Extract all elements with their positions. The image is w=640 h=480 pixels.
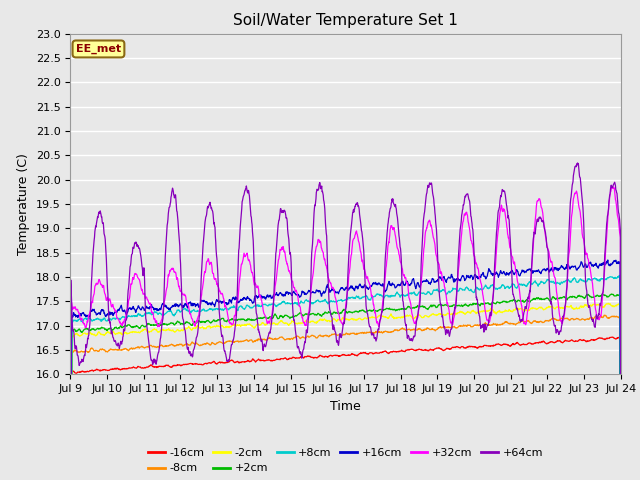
-8cm (431, 327, 439, 333)
+16cm (189, 303, 196, 309)
+2cm (431, 302, 439, 308)
-8cm (552, 316, 559, 322)
-16cm (189, 361, 196, 367)
+2cm (552, 296, 559, 301)
+32cm (552, 276, 559, 282)
-2cm (604, 300, 612, 306)
+32cm (431, 241, 439, 247)
+8cm (189, 308, 196, 313)
+32cm (175, 286, 183, 291)
Legend: -16cm, -8cm, -2cm, +2cm, +8cm, +16cm, +32cm, +64cm: -16cm, -8cm, -2cm, +2cm, +8cm, +16cm, +3… (144, 444, 547, 478)
+64cm (189, 353, 196, 359)
-8cm (250, 338, 258, 344)
-2cm (552, 306, 559, 312)
+32cm (189, 318, 196, 324)
+2cm (503, 300, 511, 305)
-2cm (189, 325, 196, 331)
Line: -2cm: -2cm (70, 303, 621, 480)
+16cm (503, 270, 511, 276)
+32cm (250, 282, 258, 288)
Line: -8cm: -8cm (70, 315, 621, 480)
+64cm (573, 160, 581, 166)
-16cm (175, 362, 183, 368)
-16cm (503, 342, 511, 348)
+16cm (431, 279, 439, 285)
+8cm (503, 284, 511, 290)
+8cm (431, 288, 439, 293)
Line: +64cm: +64cm (70, 163, 621, 480)
+64cm (250, 271, 258, 277)
Title: Soil/Water Temperature Set 1: Soil/Water Temperature Set 1 (233, 13, 458, 28)
Line: -16cm: -16cm (70, 337, 621, 480)
-16cm (552, 339, 559, 345)
Line: +8cm: +8cm (70, 276, 621, 480)
-16cm (609, 334, 616, 340)
-8cm (175, 342, 183, 348)
+16cm (552, 266, 559, 272)
+16cm (175, 302, 183, 308)
+2cm (189, 321, 196, 326)
+64cm (503, 204, 511, 209)
Text: EE_met: EE_met (76, 44, 121, 54)
+16cm (250, 296, 258, 301)
+64cm (175, 239, 183, 244)
-16cm (250, 358, 258, 363)
+8cm (175, 308, 183, 314)
-2cm (503, 308, 511, 313)
-8cm (600, 312, 608, 318)
+32cm (503, 224, 511, 230)
Line: +32cm: +32cm (70, 187, 621, 480)
-8cm (189, 340, 196, 346)
+64cm (552, 323, 559, 329)
Line: +16cm: +16cm (70, 260, 621, 480)
+2cm (607, 291, 615, 297)
-2cm (175, 328, 183, 334)
+16cm (604, 257, 612, 263)
Line: +2cm: +2cm (70, 294, 621, 480)
-2cm (250, 325, 258, 331)
+32cm (609, 184, 616, 190)
+64cm (431, 210, 439, 216)
-8cm (503, 319, 511, 324)
+8cm (250, 303, 258, 309)
-2cm (431, 312, 439, 318)
+2cm (250, 317, 258, 323)
+8cm (616, 273, 623, 278)
Y-axis label: Temperature (C): Temperature (C) (17, 153, 30, 255)
+2cm (175, 319, 183, 325)
X-axis label: Time: Time (330, 400, 361, 413)
-16cm (431, 346, 439, 352)
+8cm (552, 280, 559, 286)
